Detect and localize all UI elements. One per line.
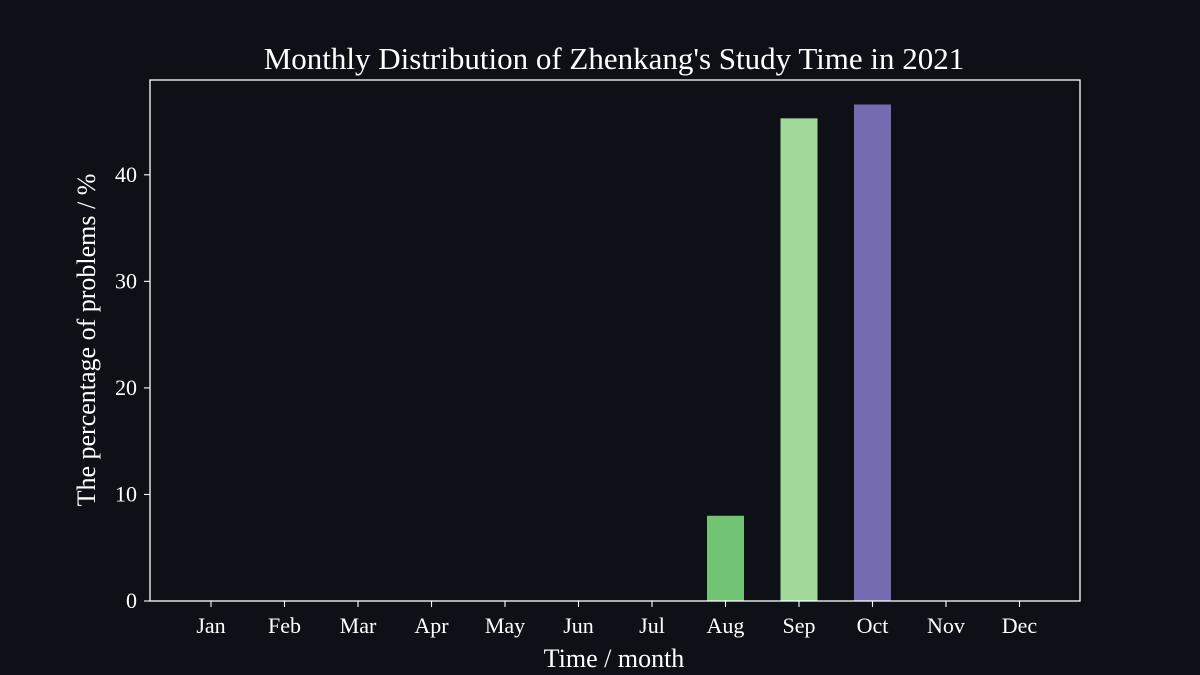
y-tick-label: 10: [115, 481, 137, 506]
bar-oct: [854, 104, 891, 601]
y-axis-label: The percentage of problems / %: [72, 174, 101, 507]
x-tick-label: Mar: [340, 613, 377, 638]
bars-group: [707, 104, 891, 601]
x-tick-label: Feb: [268, 613, 301, 638]
x-tick-label: Sep: [783, 613, 816, 638]
x-tick-label: Jun: [563, 613, 594, 638]
y-tick-label: 40: [115, 162, 137, 187]
x-tick-label: Dec: [1002, 613, 1038, 638]
x-tick-label: Jan: [196, 613, 225, 638]
y-tick-label: 20: [115, 375, 137, 400]
x-tick-label: Oct: [857, 613, 889, 638]
x-axis-ticks: Jan Feb Mar Apr May Jun Jul Aug Sep Oct Nov Dec: [196, 601, 1037, 638]
x-tick-label: Jul: [639, 613, 665, 638]
x-tick-label: Aug: [707, 613, 745, 638]
x-tick-label: Apr: [414, 613, 449, 638]
x-axis-label: Time / month: [544, 644, 685, 673]
y-tick-label: 0: [126, 588, 137, 613]
bar-sep: [780, 118, 818, 601]
chart-title: Monthly Distribution of Zhenkang's Study…: [264, 41, 965, 76]
x-tick-label: May: [485, 613, 525, 638]
bar-aug: [707, 515, 744, 601]
y-tick-label: 30: [115, 268, 137, 293]
y-axis-ticks: 0 10 20 30 40: [115, 162, 150, 613]
plot-area-frame: [149, 79, 1081, 602]
x-tick-label: Nov: [927, 613, 965, 638]
